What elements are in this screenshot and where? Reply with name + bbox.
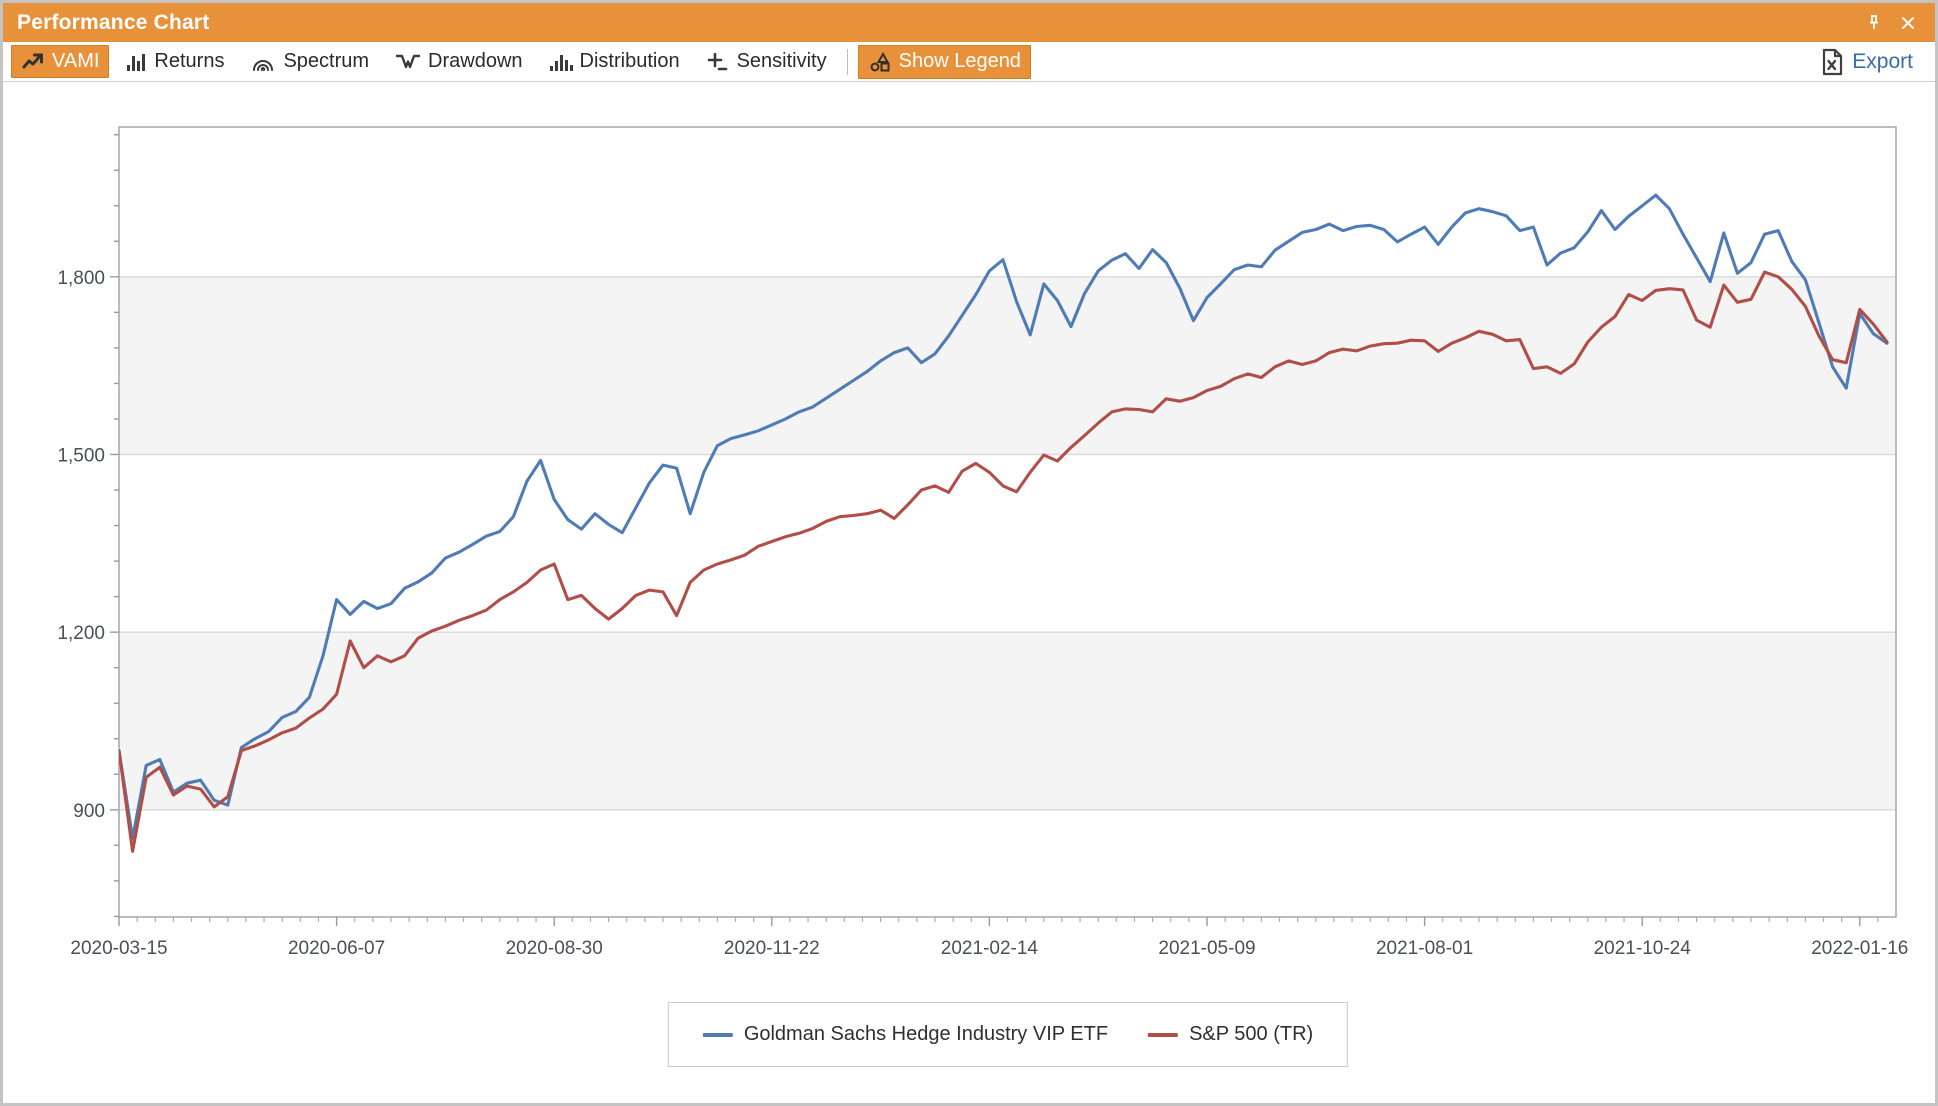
y-axis-label: 1,500	[57, 445, 105, 466]
x-axis-label: 2020-11-22	[724, 938, 820, 959]
tab-sensitivity[interactable]: Sensitivity	[696, 45, 837, 78]
toolbar-separator	[846, 48, 848, 75]
y-axis-label: 900	[73, 801, 105, 822]
tab-vami[interactable]: VAMI	[11, 45, 110, 78]
x-axis-label: 2020-08-30	[506, 938, 603, 959]
series-line-gvip	[119, 193, 1889, 840]
x-axis-label: 2021-08-01	[1376, 938, 1473, 959]
x-axis-label: 2021-10-24	[1594, 938, 1692, 959]
shapes-icon	[870, 51, 890, 71]
series-line-sp500	[119, 270, 1889, 853]
chart-panel: 900 1,200 1,500 1,800 2020-03-15 2020-06-07 20…	[3, 83, 1935, 1103]
close-icon[interactable]	[1895, 10, 1921, 36]
plus-minus-icon	[707, 52, 727, 70]
show-legend-button[interactable]: Show Legend	[857, 44, 1031, 79]
legend-item-sp500[interactable]: S&P 500 (TR)	[1148, 1023, 1313, 1046]
titlebar: Performance Chart	[3, 3, 1935, 42]
chart-legend[interactable]: Goldman Sachs Hedge Industry VIP ETF S&P…	[667, 1002, 1349, 1067]
tab-spectrum[interactable]: Spectrum	[240, 45, 379, 78]
x-axis-label: 2022-01-16	[1811, 938, 1908, 959]
trend-line-icon	[22, 53, 43, 68]
performance-line-chart: 900 1,200 1,500 1,800 2020-03-15 2020-06-07 20…	[57, 126, 1908, 959]
bar-chart-icon	[127, 53, 146, 71]
spectrum-arcs-icon	[253, 59, 274, 71]
tab-sensitivity-label: Sensitivity	[736, 50, 827, 72]
tab-spectrum-label: Spectrum	[283, 50, 370, 72]
legend-item-gvip[interactable]: Goldman Sachs Hedge Industry VIP ETF	[702, 1023, 1109, 1046]
window-title: Performance Chart	[17, 10, 210, 34]
drawdown-icon	[395, 54, 421, 68]
pin-icon[interactable]	[1861, 10, 1887, 36]
x-axis-label: 2021-05-09	[1158, 938, 1255, 959]
tab-distribution[interactable]: Distribution	[539, 45, 690, 78]
y-axis-label: 1,800	[57, 268, 105, 289]
legend-label-sp500: S&P 500 (TR)	[1189, 1023, 1314, 1045]
show-legend-label: Show Legend	[898, 50, 1021, 72]
x-axis-label: 2021-02-14	[941, 938, 1039, 959]
excel-file-icon	[1823, 48, 1843, 75]
tab-distribution-label: Distribution	[579, 50, 680, 72]
legend-label-gvip: Goldman Sachs Hedge Industry VIP ETF	[743, 1023, 1109, 1045]
y-axis-label: 1,200	[57, 623, 105, 644]
tab-returns[interactable]: Returns	[115, 45, 234, 78]
tab-drawdown-label: Drawdown	[428, 50, 523, 72]
histogram-icon	[549, 54, 573, 71]
export-button[interactable]: Export	[1812, 45, 1921, 79]
plot-band	[119, 632, 1896, 810]
legend-dash-red	[1148, 1032, 1179, 1037]
tab-drawdown[interactable]: Drawdown	[385, 45, 532, 78]
tab-vami-label: VAMI	[52, 50, 100, 72]
export-label: Export	[1852, 49, 1913, 73]
x-axis-label: 2020-03-15	[70, 938, 167, 959]
legend-dash-blue	[702, 1032, 733, 1037]
x-axis-label: 2020-06-07	[288, 938, 385, 959]
plot-band	[119, 276, 1896, 455]
tab-returns-label: Returns	[154, 50, 225, 72]
toolbar: VAMI Returns Spectrum	[3, 42, 1935, 82]
